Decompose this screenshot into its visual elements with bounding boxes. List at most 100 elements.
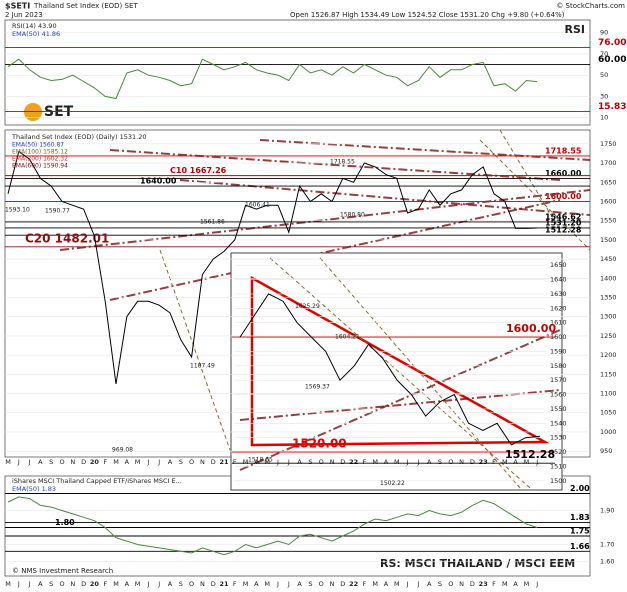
x-tick-label: J [146,580,149,588]
x-tick-label: D [340,580,345,588]
x-tick-label: 21 [219,580,229,588]
x-tick-label: 20 [90,580,100,588]
logo: SET [44,104,74,120]
x-tick-label: J [276,458,279,466]
y-tick-label: 1550 [550,405,567,413]
x-tick-label: D [340,458,345,466]
x-tick-label: J [416,580,419,588]
y-tick-label: 1520 [550,448,567,456]
x-tick-label: J [416,458,419,466]
x-tick-label: O [319,580,324,588]
y-tick-label: 1510 [550,462,567,470]
inset-decor [239,257,561,489]
x-tick-label: M [524,458,530,466]
rs-title: RS: MSCI THAILAND / MSCI EEM [380,557,575,570]
x-tick-label: 23 [479,458,488,466]
x-tick-label: N [330,458,335,466]
x-tick-label: J [157,580,160,588]
x-tick-label: A [427,580,432,588]
x-tick-label: D [470,580,475,588]
rsi-frame [4,19,591,126]
x-tick-label: M [113,580,119,588]
x-tick-label: A [38,580,43,588]
y-tick-label: 1.60 [600,558,614,566]
note: 1569.37 [305,384,330,391]
note: 1518.65 [248,457,273,464]
level-label: C20 1482.01 [25,231,109,245]
level-label: 1.83 [570,513,590,522]
y-tick-label: 1580 [550,362,567,370]
panel-title: RSI(14) 43.90 [12,22,57,30]
x-tick-label: A [513,580,518,588]
x-tick-label: A [513,458,518,466]
x-tick-label: D [81,458,86,466]
x-tick-label: J [17,458,20,466]
y-tick-label: 1100 [600,390,617,398]
y-tick-label: 1600 [600,197,617,205]
x-tick-label: F [363,458,367,466]
x-tick-label: S [308,580,312,588]
level-label: C10 1667.26 [170,166,227,175]
x-tick-label: O [448,458,453,466]
x-tick-label: J [287,580,290,588]
y-tick-label: 1600 [550,333,567,341]
x-tick-label: J [28,458,31,466]
panel-title: iShares MSCI Thailand Capped ETF/iShares… [12,477,182,485]
x-tick-label: A [297,580,302,588]
x-tick-label: O [448,580,453,588]
y-tick-label: 1750 [600,140,617,148]
level-label: 1600.00 [506,322,556,335]
y-tick-label: 90 [600,29,608,37]
level-label: 1660.00 [545,169,582,178]
level-label: 1718.55 [545,146,582,155]
y-tick-label: 1200 [600,351,617,359]
y-tick-label: 50 [600,71,608,79]
note: 1561.86 [200,219,225,226]
y-tick-label: 1610 [550,319,567,327]
y-tick-label: 1150 [600,370,617,378]
y-tick-label: 1620 [550,304,567,312]
x-tick-label: A [384,458,389,466]
panel-label: RSI [565,23,586,36]
level-label: 1531.20 [545,218,582,227]
level-label: 1512.28 [505,448,555,461]
x-tick-label: 23 [479,580,488,588]
note: 1580.80 [340,211,365,218]
level-label: 1512.28 [545,226,582,235]
y-tick-label: 950 [600,447,612,455]
y-tick-label: 10 [600,114,608,122]
x-tick-label: M [524,580,530,588]
y-tick-label: 1570 [550,376,567,384]
x-tick-label: M [394,580,400,588]
level-label: 1.75 [570,527,590,536]
y-tick-label: 1350 [600,294,617,302]
note: 1718.55 [330,158,355,165]
x-tick-label: 22 [349,580,358,588]
legend-entry: EMA(200) 1602.32 [12,156,68,163]
x-tick-label: M [372,580,378,588]
legend-entry: EMA(100) 1585.12 [12,149,68,156]
x-tick-label: S [49,458,53,466]
y-tick-label: 1640 [550,276,567,284]
level-label: 1640.00 [140,177,177,186]
y-tick-label: 30 [600,92,608,100]
x-tick-label: M [264,458,270,466]
x-tick-label: A [427,458,432,466]
x-tick-label: J [28,580,31,588]
x-tick-label: N [459,580,464,588]
x-tick-label: M [5,458,11,466]
x-tick-label: O [59,458,64,466]
legend-entry: EMA(600) 1590.94 [12,163,68,170]
index-name: Thailand Set Index (EOD) SET [33,2,138,10]
x-tick-label: A [125,458,130,466]
x-tick-label: 21 [219,458,229,466]
x-tick-label: F [492,580,496,588]
y-tick-label: 1050 [600,409,617,417]
logo-mark [24,103,42,121]
ohlc: Open 1526.87 High 1534.49 Low 1524.52 Cl… [290,11,565,19]
note: 1502.22 [380,480,405,487]
x-tick-label: S [49,580,53,588]
panel-subtitle: EMA(50) 41.86 [12,30,60,38]
x-tick-label: D [211,580,216,588]
y-tick-label: 1.70 [600,541,614,549]
